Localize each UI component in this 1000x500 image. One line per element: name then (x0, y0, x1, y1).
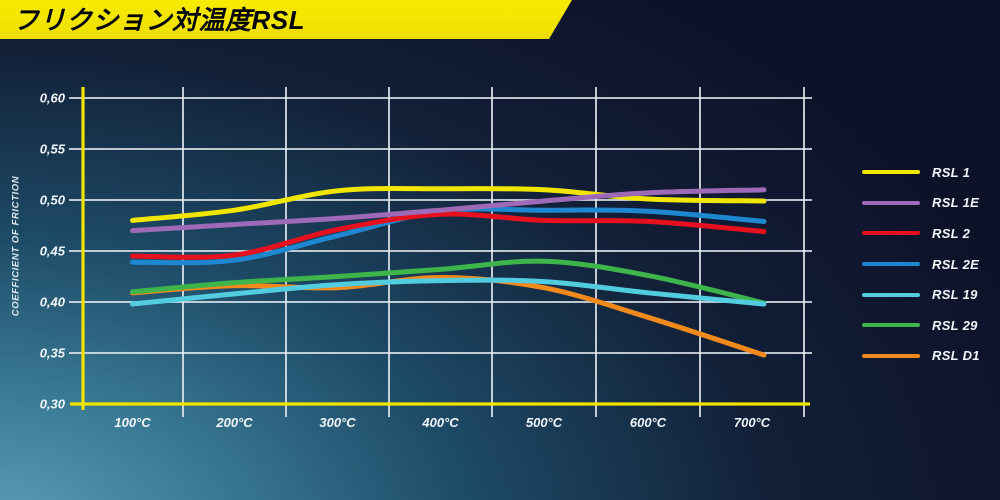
series-line-rsl-19 (130, 277, 767, 307)
legend-item-rsl-2e: RSL 2E (862, 249, 998, 280)
page-title: フリクション対温度RSL (13, 5, 306, 35)
legend-swatch (862, 353, 920, 358)
x-tick-label: 100°C (114, 415, 151, 430)
legend-swatch (862, 170, 920, 175)
legend-item-rsl-19: RSL 19 (862, 279, 998, 310)
legend-label: RSL 29 (932, 317, 978, 333)
legend-swatch (862, 231, 920, 236)
x-tick-label: 300°C (319, 415, 356, 430)
series-line-rsl-d1 (130, 275, 767, 358)
legend-item-rsl-1e: RSL 1E (862, 188, 998, 219)
chart-legend: RSL 1 RSL 1E RSL 2 RSL 2E RSL 19 RSL 29 RSL D1 (862, 157, 998, 371)
legend-label: RSL 19 (932, 287, 978, 303)
x-tick-label: 200°C (215, 415, 253, 430)
y-tick-label: 0,50 (40, 193, 66, 208)
legend-label: RSL 2 (932, 225, 971, 241)
x-tick-label: 600°C (630, 415, 667, 430)
legend-label: RSL 2E (932, 256, 980, 272)
y-tick-label: 0,55 (40, 142, 66, 157)
series-line-rsl-2 (130, 211, 767, 260)
y-tick-label: 0,45 (40, 244, 66, 259)
y-tick-label: 0,35 (40, 346, 66, 361)
legend-label: RSL D1 (932, 348, 980, 364)
legend-swatch (862, 262, 920, 267)
legend-item-rsl-2: RSL 2 (862, 218, 998, 249)
legend-swatch (862, 292, 920, 297)
x-tick-label: 500°C (526, 415, 563, 430)
title-bar: フリクション対温度RSL (0, 0, 572, 39)
series-line-rsl-1e (130, 187, 767, 234)
x-tick-label: 700°C (734, 415, 771, 430)
series-line-rsl-29 (130, 258, 767, 306)
series-line-rsl-1 (130, 186, 767, 223)
x-tick-label: 400°C (421, 415, 459, 430)
y-tick-label: 0,40 (40, 295, 66, 310)
legend-item-rsl-1: RSL 1 (862, 157, 998, 188)
legend-label: RSL 1E (932, 195, 980, 211)
legend-label: RSL 1 (932, 164, 971, 180)
legend-item-rsl-d1: RSL D1 (862, 341, 998, 372)
y-tick-label: 0,60 (40, 91, 66, 106)
legend-swatch (862, 323, 920, 328)
legend-item-rsl-29: RSL 29 (862, 310, 998, 341)
legend-swatch (862, 200, 920, 205)
y-tick-label: 0,30 (40, 397, 66, 412)
